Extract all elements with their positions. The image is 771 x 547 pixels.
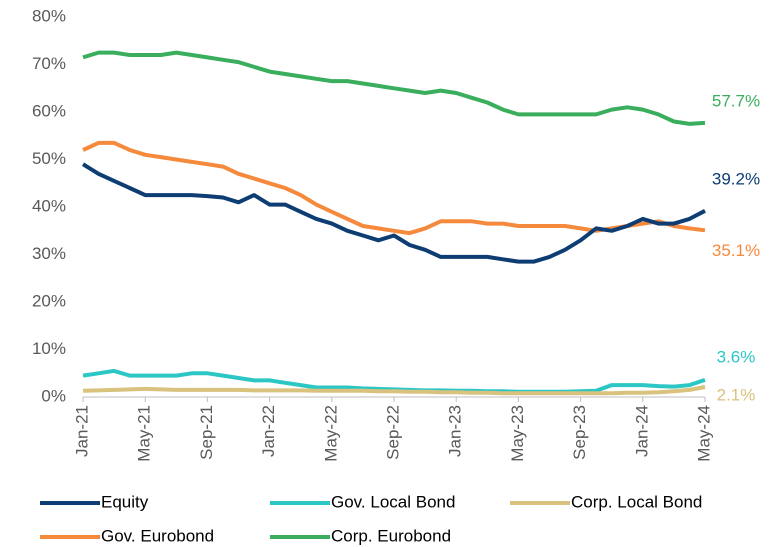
value-label: 2.1% [717,386,756,405]
x-tick-label: May-21 [135,405,154,462]
y-tick-label: 30% [32,244,66,263]
x-tick-label: Jan-21 [72,405,91,457]
legend-label: Equity [101,492,149,511]
x-tick-label: May-23 [508,405,527,462]
x-tick-label: May-24 [694,405,713,462]
value-label: 35.1% [712,241,760,260]
x-tick-label: Jan-24 [632,405,651,457]
x-tick-label: Sep-22 [383,405,402,460]
y-tick-label: 50% [32,149,66,168]
series-line [82,385,706,396]
y-tick-label: 10% [32,339,66,358]
y-tick-label: 60% [32,101,66,120]
x-tick-label: Sep-23 [570,405,589,460]
legend-label: Gov. Eurobond [101,526,214,545]
value-label: 39.2% [712,169,760,188]
series-line [82,50,706,126]
y-tick-label: 80% [32,6,66,25]
x-tick-label: Sep-21 [197,405,216,460]
legend-label: Gov. Local Bond [331,492,455,511]
y-tick-label: 40% [32,196,66,215]
series-line [82,140,706,236]
x-tick-label: Jan-22 [259,405,278,457]
y-tick-label: 20% [32,291,66,310]
value-label: 57.7% [712,91,760,110]
x-tick-label: Jan-23 [446,405,465,457]
legend-label: Corp. Eurobond [331,526,451,545]
value-label: 3.6% [717,347,756,366]
y-tick-label: 0% [41,386,66,405]
series-line [81,162,706,264]
x-tick-label: May-22 [321,405,340,462]
legend-label: Corp. Local Bond [571,492,702,511]
y-tick-label: 70% [32,54,66,73]
